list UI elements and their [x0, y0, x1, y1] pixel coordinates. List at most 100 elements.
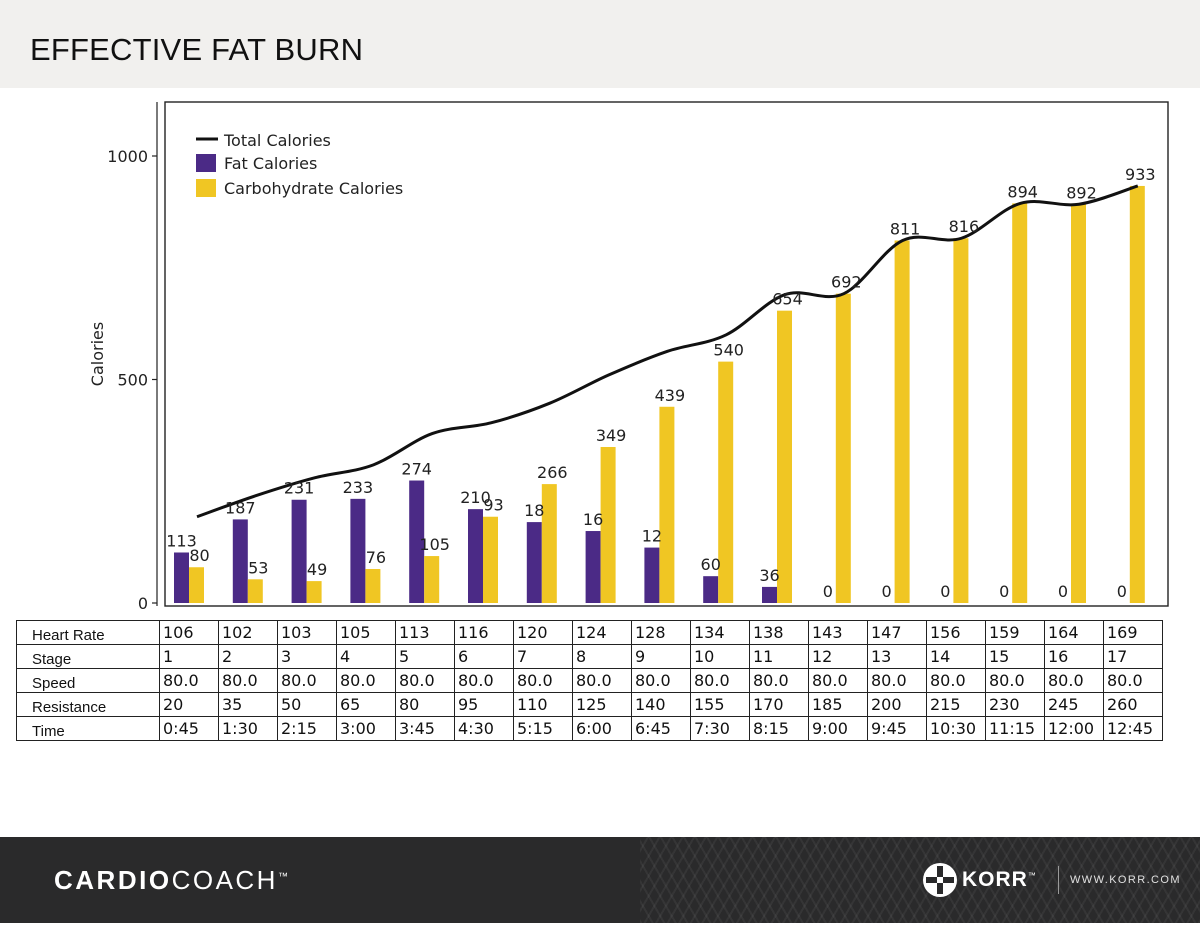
table-cell: 116 [454, 620, 514, 645]
page-title: EFFECTIVE FAT BURN [30, 32, 364, 67]
table-cell: 102 [218, 620, 278, 645]
table-cell: 12:00 [1044, 716, 1104, 741]
table-cell: 80.0 [631, 668, 691, 693]
carb-bar [953, 238, 969, 604]
table-cell: 215 [926, 692, 986, 717]
table-cell: 164 [1044, 620, 1104, 645]
total-calories-line [196, 184, 1139, 519]
table-cell: 6:45 [631, 716, 691, 741]
carb-bar [600, 446, 616, 603]
bars-group [174, 185, 1145, 604]
legend-swatch-carb [196, 179, 216, 197]
table-cell: 11 [749, 644, 809, 669]
table-cell: 80.0 [395, 668, 455, 693]
table-cell: 20 [159, 692, 219, 717]
fat-data-label: 0 [823, 582, 833, 601]
table-cell: 159 [985, 620, 1045, 645]
table-cell: 230 [985, 692, 1045, 717]
korr-name: KORR [962, 868, 1028, 891]
carb-data-label: 892 [1066, 183, 1097, 202]
table-cell: 9 [631, 644, 691, 669]
row-label: Speed [16, 668, 160, 693]
fat-bar [762, 586, 777, 603]
table-cell: 9:00 [808, 716, 868, 741]
legend-label-total: Total Calories [223, 131, 331, 150]
korr-trademark: ™ [1027, 871, 1037, 880]
table-row: Time 0:45 1:30 2:15 3:00 3:45 4:30 5:15 6:00 6:45… [16, 716, 1163, 741]
table-cell: 9:45 [867, 716, 927, 741]
row-label: Heart Rate [16, 620, 160, 645]
table-cell: 185 [808, 692, 868, 717]
table-cell: 3:45 [395, 716, 455, 741]
carb-data-label: 933 [1125, 165, 1156, 184]
fat-bar [350, 498, 366, 603]
fat-data-label: 18 [524, 501, 544, 520]
fat-data-label: 231 [284, 479, 315, 498]
table-cell: 4 [336, 644, 396, 669]
table-cell: 155 [690, 692, 750, 717]
fat-data-label: 210 [460, 488, 491, 507]
table-cell: 7:30 [690, 716, 750, 741]
carb-data-label: 76 [366, 548, 386, 567]
korr-cross-logo-icon [923, 863, 957, 897]
fat-data-label: 233 [343, 478, 374, 497]
table-cell: 35 [218, 692, 278, 717]
fat-data-label: 0 [1058, 582, 1068, 601]
table-cell: 11:15 [985, 716, 1045, 741]
y-tick-label: 0 [138, 594, 148, 613]
carb-data-label: 93 [483, 496, 503, 515]
table-cell: 80.0 [513, 668, 573, 693]
table-cell: 134 [690, 620, 750, 645]
carb-data-label: 816 [949, 217, 980, 236]
table-cell: 106 [159, 620, 219, 645]
table-row: Stage 1 2 3 4 5 6 7 8 9 10 11 12 13 14 15 16 17 [16, 644, 1163, 669]
carb-bar [718, 361, 734, 603]
table-cell: 5 [395, 644, 455, 669]
fat-bar [468, 509, 483, 603]
row-label: Time [16, 716, 160, 741]
total-line-group [196, 184, 1139, 519]
table-cell: 3:00 [336, 716, 396, 741]
table-cell: 65 [336, 692, 396, 717]
table-cell: 125 [572, 692, 632, 717]
carb-data-label: 349 [596, 426, 627, 445]
fat-data-label: 36 [759, 566, 779, 585]
fat-bar [291, 499, 307, 603]
table-cell: 4:30 [454, 716, 514, 741]
table-cell: 8 [572, 644, 632, 669]
table-cell: 120 [513, 620, 573, 645]
carb-bar [306, 581, 322, 603]
table-cell: 3 [277, 644, 337, 669]
cardiocoach-logo: CARDIOCOACH™ [54, 865, 288, 896]
row-label: Resistance [16, 692, 160, 717]
carb-bar [541, 484, 557, 603]
table-cell: 80.0 [867, 668, 927, 693]
table-cell: 143 [808, 620, 868, 645]
table-cell: 80.0 [454, 668, 514, 693]
table-cell: 16 [1044, 644, 1104, 669]
table-cell: 147 [867, 620, 927, 645]
table-cell: 2:15 [277, 716, 337, 741]
table-cell: 6 [454, 644, 514, 669]
table-cell: 2 [218, 644, 278, 669]
fat-bar [703, 576, 719, 603]
carb-bar [835, 293, 851, 603]
fat-data-label: 60 [701, 555, 721, 574]
table-cell: 0:45 [159, 716, 219, 741]
fat-data-label: 0 [1117, 582, 1127, 601]
carb-data-label: 80 [189, 546, 209, 565]
table-cell: 80.0 [690, 668, 750, 693]
plot-frame [164, 101, 1169, 607]
y-axis-label: Calories [88, 322, 107, 386]
legend: Total Calories Fat Calories Carbohydrate… [196, 131, 403, 198]
fat-data-label: 12 [642, 527, 662, 546]
fat-data-label: 274 [401, 460, 432, 479]
carb-data-label: 49 [307, 560, 327, 579]
carb-data-label: 53 [248, 558, 268, 577]
table-cell: 169 [1103, 620, 1163, 645]
table-cell: 17 [1103, 644, 1163, 669]
carb-bar [894, 240, 910, 603]
carb-bar [483, 516, 498, 603]
table-cell: 80.0 [926, 668, 986, 693]
table-cell: 245 [1044, 692, 1104, 717]
